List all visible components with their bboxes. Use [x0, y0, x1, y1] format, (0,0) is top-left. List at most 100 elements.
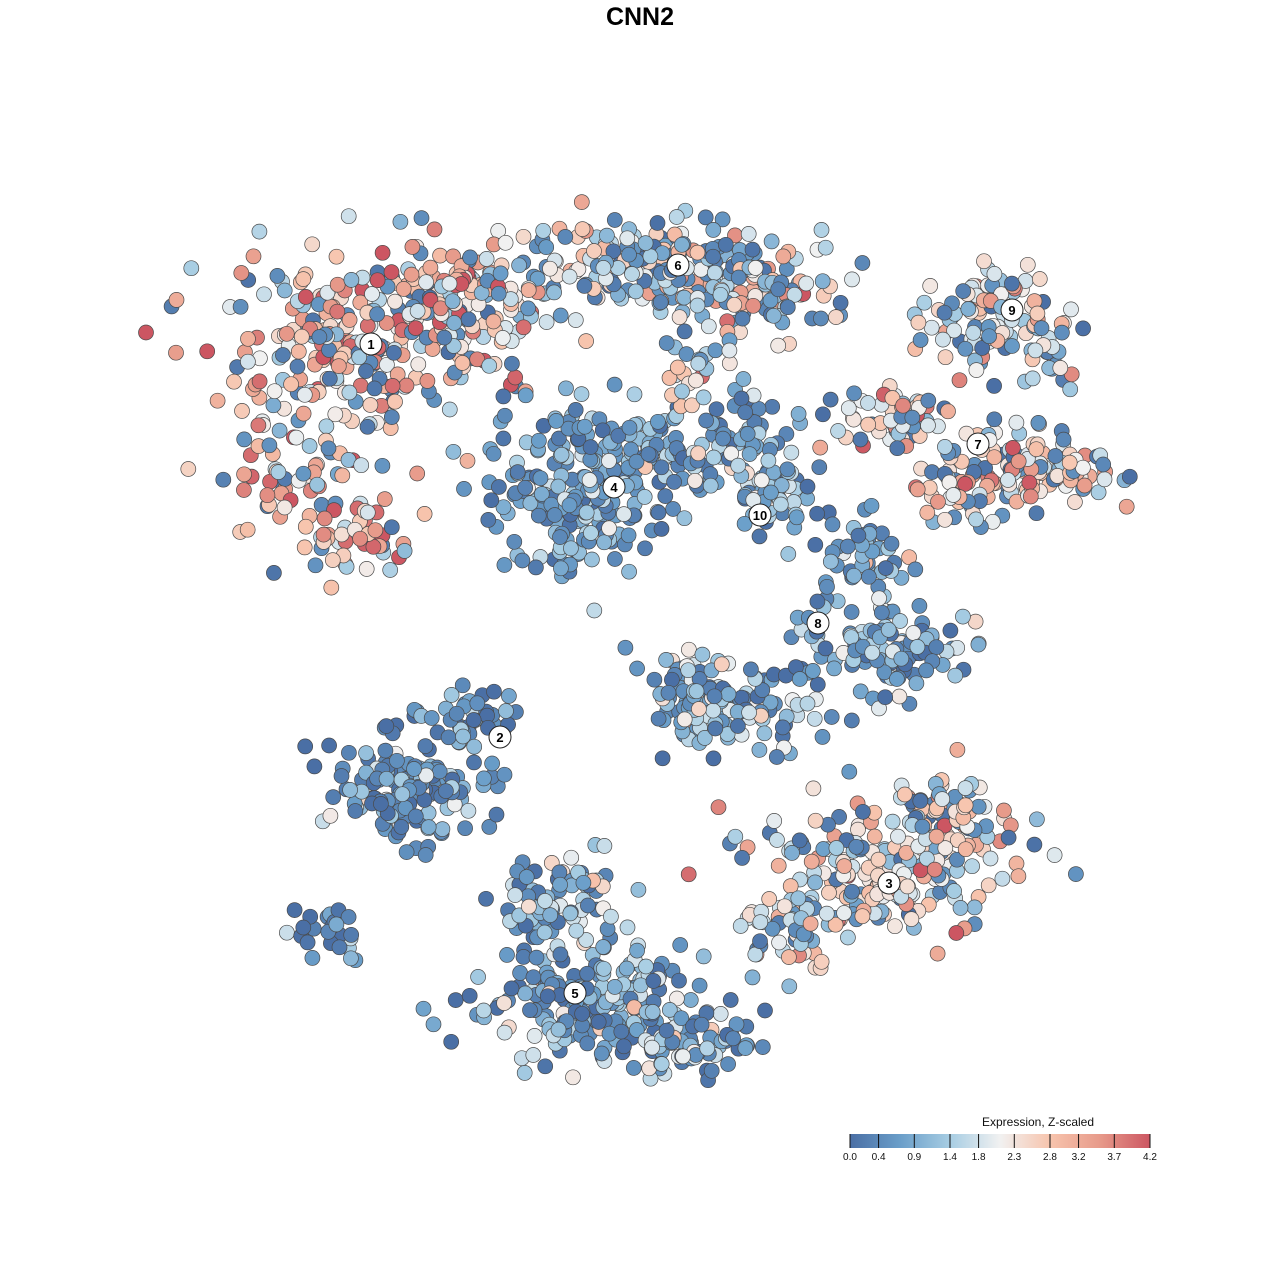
- cell-point: [1067, 494, 1083, 510]
- cell-point: [805, 780, 822, 797]
- cell-point: [304, 236, 321, 253]
- cell-point: [417, 847, 434, 863]
- cell-point: [705, 750, 722, 767]
- cell-point: [970, 798, 987, 815]
- cell-point: [957, 841, 974, 858]
- cell-point: [996, 802, 1012, 819]
- cell-point: [937, 840, 954, 856]
- cell-point: [815, 406, 831, 423]
- cell-point: [517, 479, 534, 496]
- cell-point: [695, 389, 712, 406]
- cell-point: [539, 988, 556, 1005]
- cell-point: [929, 945, 946, 962]
- cell-point: [922, 278, 939, 294]
- cell-point: [848, 838, 865, 855]
- cell-point: [475, 1002, 492, 1019]
- cell-point: [949, 741, 966, 758]
- cell-point: [396, 543, 413, 559]
- cluster-label-badge: [966, 432, 990, 456]
- cell-point: [1008, 414, 1025, 431]
- cell-point: [688, 372, 704, 389]
- cell-point: [877, 689, 894, 706]
- cell-point: [323, 579, 340, 596]
- cell-point: [383, 409, 400, 425]
- cell-point: [485, 313, 502, 330]
- cell-point: [606, 212, 623, 228]
- cell-point: [511, 257, 527, 274]
- cell-point: [295, 405, 312, 422]
- cell-point: [707, 342, 724, 359]
- cell-point: [1118, 498, 1135, 515]
- cell-point: [695, 948, 712, 965]
- cell-point: [1010, 453, 1027, 470]
- cell-point: [581, 472, 598, 488]
- cell-point: [964, 858, 980, 875]
- cell-point: [333, 526, 350, 543]
- colorbar: 0.0 0.4 0.9 1.4 1.8 2.3 2.8 3.2 3.7 4.2: [843, 1134, 1157, 1163]
- cell-point: [768, 749, 785, 765]
- cell-point: [492, 265, 509, 282]
- cell-point: [905, 625, 922, 641]
- cell-point: [533, 486, 550, 502]
- cell-point: [916, 294, 933, 311]
- cell-point: [387, 293, 403, 310]
- cell-point: [730, 457, 747, 474]
- cell-point: [896, 786, 913, 803]
- cell-point: [689, 297, 706, 314]
- cell-point: [595, 939, 612, 955]
- cell-point: [657, 488, 674, 504]
- cell-point: [644, 1004, 661, 1020]
- colorbar-tick-label: 0.4: [872, 1152, 886, 1163]
- cell-point: [620, 527, 637, 544]
- cell-point: [832, 294, 849, 311]
- cell-point: [726, 296, 743, 313]
- cell-point: [410, 356, 427, 373]
- cell-point: [586, 602, 603, 619]
- cell-point: [736, 515, 753, 532]
- cell-point: [877, 560, 894, 576]
- cell-point: [636, 489, 653, 505]
- cell-point: [690, 445, 707, 462]
- cell-point: [798, 275, 815, 292]
- cell-point: [937, 439, 953, 455]
- cell-point: [880, 621, 897, 638]
- cell-point: [674, 383, 690, 400]
- cell-point: [968, 362, 985, 378]
- cell-point: [720, 686, 737, 703]
- cell-point: [341, 312, 358, 328]
- cell-point: [676, 711, 693, 728]
- cell-point: [245, 248, 262, 265]
- cell-point: [537, 1058, 554, 1075]
- cell-point: [343, 927, 360, 943]
- cell-point: [574, 1005, 590, 1022]
- cell-point: [981, 328, 997, 345]
- cell-point: [506, 533, 523, 550]
- cell-point: [823, 709, 840, 725]
- cell-point: [764, 920, 781, 937]
- cell-point: [469, 351, 486, 368]
- cell-point: [1047, 448, 1064, 464]
- cluster-label-badge: [1000, 298, 1024, 322]
- cluster-label-text: 7: [974, 437, 981, 452]
- cell-point: [661, 1002, 678, 1018]
- cell-point: [574, 221, 591, 237]
- cell-point: [531, 432, 547, 449]
- cell-point: [568, 922, 585, 939]
- cell-point: [722, 992, 739, 1008]
- cell-point: [522, 495, 539, 512]
- cell-point: [418, 767, 435, 784]
- cell-point: [706, 264, 723, 281]
- cell-point: [296, 386, 313, 403]
- cell-point: [514, 552, 531, 569]
- cell-point: [341, 744, 357, 761]
- cell-point: [815, 841, 832, 857]
- cell-point: [1052, 360, 1069, 376]
- cell-point: [362, 397, 379, 413]
- cell-point: [626, 386, 643, 403]
- cell-point: [824, 516, 841, 533]
- cell-point: [379, 356, 395, 373]
- cell-point: [1096, 471, 1113, 488]
- cell-point: [863, 497, 880, 514]
- cluster-label-text: 4: [610, 480, 618, 495]
- cell-point: [328, 248, 345, 265]
